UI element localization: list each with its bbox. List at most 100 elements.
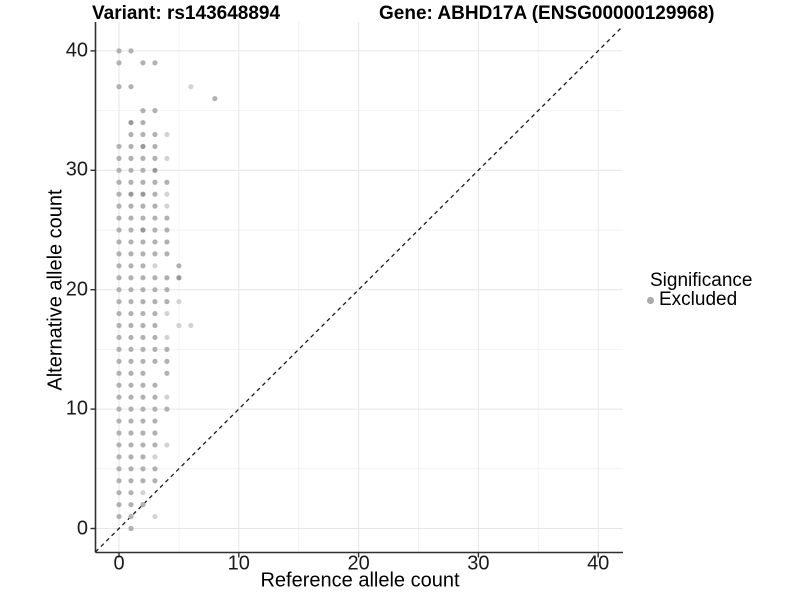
data-point [164,287,170,293]
data-point [152,406,158,412]
data-point [116,358,122,364]
data-point [152,310,158,317]
data-point [116,143,122,150]
x-tick-label: 20 [347,552,370,575]
data-point [164,227,170,233]
data-point [140,334,146,341]
data-point [140,119,146,126]
data-point [128,119,134,126]
data-point [212,96,218,102]
data-point [152,131,158,138]
data-point [128,394,134,400]
data-point [152,334,158,341]
data-point [116,478,122,484]
data-point [152,239,158,245]
data-point [116,406,122,412]
data-point [116,191,122,197]
data-point [128,299,134,305]
data-point [164,299,170,305]
data-point [116,382,122,388]
data-point [116,179,122,185]
data-point [116,370,122,376]
data-point [128,48,134,54]
data-point [140,239,146,245]
data-point [152,394,158,400]
data-point [140,382,146,388]
data-point [152,478,158,484]
data-point [116,263,122,269]
data-point [140,358,146,364]
data-point [128,310,134,317]
data-point [152,215,158,221]
data-point [152,251,158,257]
data-point [140,179,146,185]
data-point [152,430,158,436]
data-point [152,227,158,233]
data-point [140,299,146,305]
data-point [116,346,122,352]
data-point [152,143,158,150]
data-point [128,263,134,269]
data-point [116,155,122,161]
data-point [116,430,122,436]
y-tick-label: 40 [65,39,88,62]
data-point [116,299,122,305]
data-point [140,167,146,173]
data-point [152,322,158,329]
data-point [164,251,170,257]
data-point [140,143,146,150]
gene-title: Gene: ABHD17A (ENSG00000129968) [379,3,715,24]
data-point [116,310,122,317]
data-point [164,394,170,400]
y-tick-label: 20 [65,278,88,301]
data-point [128,203,134,209]
data-point [164,215,170,221]
data-point [176,263,182,269]
data-point [128,179,134,185]
data-point [128,155,134,161]
data-point [140,263,146,269]
data-point [152,275,158,281]
data-point [128,346,134,352]
data-point [152,60,158,66]
legend-key-dot [646,296,655,305]
y-tick-label: 0 [76,517,88,539]
data-point [140,191,146,197]
data-point [128,513,134,520]
variant-title: Variant: rs143648894 [92,3,281,24]
data-point [128,478,134,484]
data-point [188,322,194,329]
data-point [128,358,134,364]
x-axis-title: Reference allele count [260,569,460,592]
y-tick-label: 30 [65,158,88,181]
x-tick-label: 40 [587,552,610,575]
data-point [152,108,158,114]
data-point [116,502,122,508]
data-point [140,478,146,484]
data-point [128,502,134,508]
data-point [164,179,170,185]
data-point [116,322,122,329]
legend-item-label: Excluded [659,289,738,310]
data-point [128,143,134,150]
data-point [128,215,134,221]
data-point [116,513,122,520]
data-point [140,430,146,436]
data-point [128,525,134,532]
identity-dashed-line [95,25,624,553]
x-tick-label: 0 [113,552,125,575]
data-point [128,167,134,173]
x-tick-label: 10 [227,552,250,575]
data-point [176,275,182,281]
data-point [164,358,170,364]
data-point [116,84,122,90]
data-point [152,346,158,352]
data-point [116,394,122,400]
data-point [164,310,170,317]
data-point [152,263,158,269]
data-point [116,466,122,472]
data-point [140,394,146,400]
data-point [116,227,122,233]
data-point [164,203,170,209]
data-point [140,275,146,281]
